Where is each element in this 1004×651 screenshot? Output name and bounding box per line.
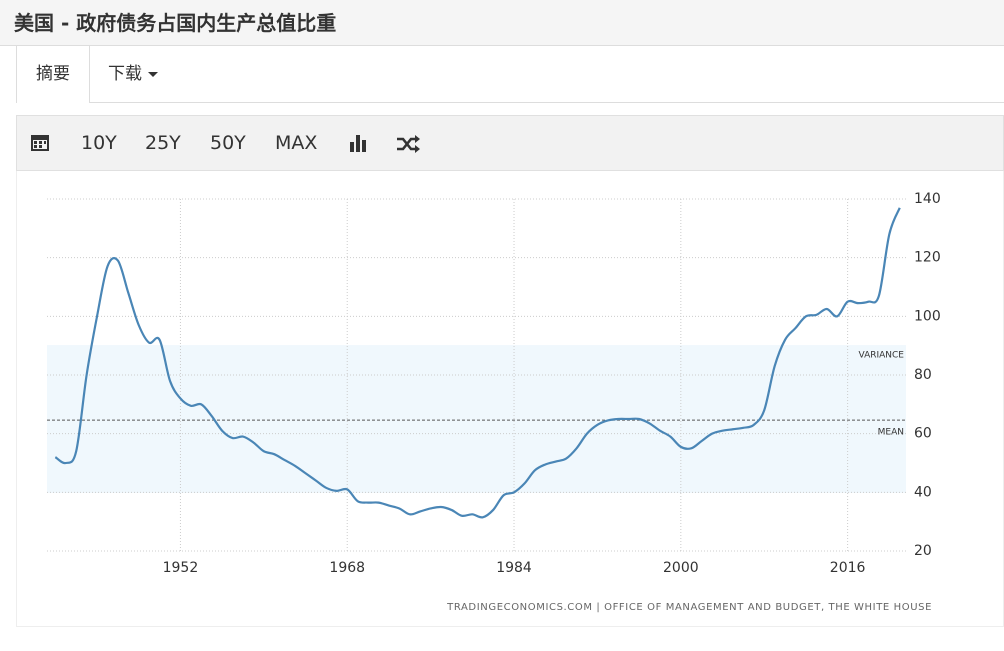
page-title: 美国 - 政府债务占国内生产总值比重	[14, 11, 337, 35]
y-tick-label: 120	[914, 250, 941, 266]
range-button[interactable]: MAX	[275, 132, 318, 154]
x-tick-label: 2000	[663, 560, 699, 576]
chart-type-button[interactable]	[347, 132, 373, 158]
x-tick-label: 1968	[329, 560, 365, 576]
tab-bar: 摘要 下载	[16, 46, 1004, 103]
y-tick-label: 100	[914, 308, 941, 324]
toolbar: 10Y 25Y 50Y MAX	[16, 115, 1004, 171]
y-tick-label: 20	[914, 543, 932, 559]
x-tick-label: 2016	[830, 560, 866, 576]
variance-label: VARIANCE	[858, 351, 904, 361]
range-button[interactable]: 50Y	[210, 132, 246, 154]
tab[interactable]: 下载	[108, 46, 158, 102]
x-tick-label: 1984	[496, 560, 532, 576]
x-tick-label: 1952	[163, 560, 199, 576]
variance-band	[47, 345, 906, 493]
header: 美国 - 政府债务占国内生产总值比重	[0, 0, 1004, 46]
calendar-button[interactable]	[29, 130, 59, 160]
y-tick-label: 60	[914, 426, 932, 442]
compare-button[interactable]	[395, 132, 423, 158]
source: TRADINGECONOMICS.COM | OFFICE OF MANAGEM…	[446, 602, 932, 613]
tab-label[interactable]: 下载	[108, 64, 142, 84]
y-tick-label: 140	[914, 191, 941, 207]
y-tick-label: 80	[914, 367, 932, 383]
range-button[interactable]: 25Y	[145, 132, 181, 154]
range-button[interactable]: 10Y	[81, 132, 117, 154]
mean-label: MEAN	[878, 428, 904, 438]
caret	[148, 71, 158, 77]
y-tick-label: 40	[914, 484, 932, 500]
tab[interactable]: 摘要	[16, 46, 90, 103]
data-line	[54, 207, 901, 519]
